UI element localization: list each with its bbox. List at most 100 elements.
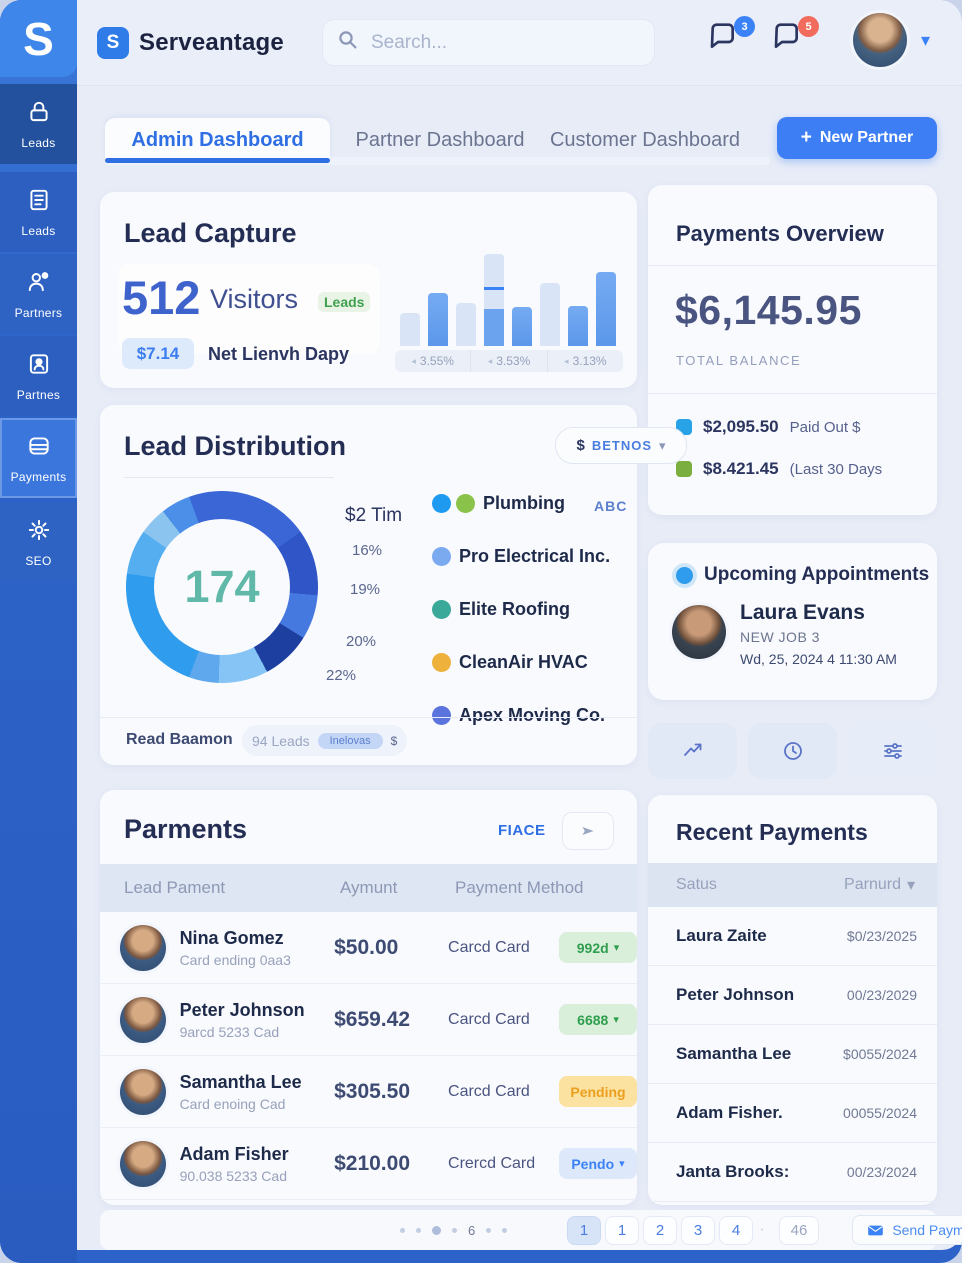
page-button[interactable]: 1 [605,1215,639,1245]
list-item[interactable]: Peter Johnson 00/23/2029 [648,966,937,1025]
legend-item-plumbing[interactable]: Plumbing [432,493,565,514]
table-row[interactable]: Adam Fisher 90.038 5233 Cad $210.00 Crerc… [100,1128,637,1200]
table-row[interactable]: Peter Johnson 9arcd 5233 Cad $659.42 Carc… [100,984,637,1056]
row-avatar [120,924,166,971]
legend-item-cleanair-hvac[interactable]: CleanAir HVAC [432,652,588,673]
sidebar-item-payments[interactable]: Payments [0,418,77,498]
trending-action-button[interactable] [648,723,737,779]
users-icon [26,269,52,300]
rate-label: Net Lienvh Dapy [208,344,350,364]
table-row[interactable]: Nina Gomez Card ending 0aa3 $50.00 Carcd … [100,912,637,984]
divider [100,717,637,718]
sidebar-item-seo[interactable]: SEO [0,502,77,582]
chevron-down-icon[interactable]: ▾ [921,30,931,50]
page-button[interactable]: 3 [681,1215,715,1245]
plus-icon: + [800,127,812,148]
legend-dot-icon [432,653,451,672]
new-partner-button[interactable]: + New Partner [777,117,937,159]
card-last4-pill[interactable]: 6688 ▾ [559,1004,637,1035]
envelope-icon [868,1225,884,1235]
chat-bubble-icon [774,23,798,48]
sidebar-item-partners-2[interactable]: Partnes [0,336,77,416]
card-title: Payments Overview [676,221,884,246]
sidebar-item-partners-1[interactable]: Partners [0,254,77,334]
payments-overview-card: Payments Overview $6,145.95 TOTAL BALANC… [648,185,937,515]
row-avatar [120,1140,166,1187]
appointment-avatar [672,605,726,659]
user-avatar[interactable] [853,13,907,67]
pagination-pages: 1 1 2 3 4 · 46 [567,1215,819,1245]
sidebar-item-label: Leads [21,135,56,150]
pagination-ellipsis: · [759,1221,765,1238]
table-header-row: Lead Pament Aymunt Payment Method [100,864,637,912]
table-action-link[interactable]: FIACE [498,822,546,839]
trending-up-icon [683,743,701,756]
lead-distribution-card: Lead Distribution $ BETNOS ▾ 174 $2 Tim … [100,405,687,765]
wallet-icon [26,433,52,464]
pagination-dots: 6 [400,1223,508,1238]
total-balance-amount: $6,145.95 [675,287,862,333]
visitors-bar-chart [400,254,618,346]
app-logo[interactable]: S [0,0,77,77]
footer-label: Read Baamon [126,731,233,748]
notifications-alerts-button[interactable]: 5 [769,16,819,66]
send-payment-button[interactable]: Send Payment ▾ [852,1215,962,1245]
legend-square-green [676,461,692,477]
paid-out-row: $2,095.50 Paid Out $ [676,417,861,437]
status-pill[interactable]: Pendo ▾ [559,1148,637,1179]
page-button[interactable]: 2 [643,1215,677,1245]
search-bar[interactable] [322,19,655,66]
clock-action-button[interactable] [748,723,837,779]
table-export-button[interactable] [562,812,614,850]
chevron-down-icon: ▾ [658,437,666,453]
list-item[interactable]: Janta Brooks: 00/23/2024 [648,1143,937,1202]
tabbar-track [105,157,770,165]
last-30-days-row: $8.421.45 (Last 30 Days [676,459,882,479]
legend-dot-icon [432,706,451,725]
page-button[interactable]: 4 [719,1215,753,1245]
chat-bubble-icon [710,23,734,48]
card-title: Parments [124,814,248,844]
sortable-column[interactable]: Parnurd ▾ [844,876,915,894]
card-title: Lead Distribution [124,431,346,461]
leads-count-pill[interactable]: 94 Leads Inelovas $ [242,725,408,756]
list-item[interactable]: Laura Zaite $0/23/2025 [648,907,937,966]
card-last4-pill[interactable]: 992d ▾ [559,932,637,963]
distribution-filter-dropdown[interactable]: $ BETNOS ▾ [555,427,687,464]
sidebar-item-leads-1[interactable]: Leads [0,84,77,164]
recent-payments-card: Recent Payments Satus Parnurd ▾ Laura Zai… [648,795,937,1205]
notification-badge: 3 [734,16,755,37]
list-item[interactable]: Samantha Lee $0055/2024 [648,1025,937,1084]
search-input[interactable] [371,31,621,54]
donut-pct-label: 19% [350,581,381,598]
sidebar-item-label: Payments [10,469,67,484]
sidebar-item-label: Partnes [16,387,61,402]
list-item[interactable]: Adam Fisher. 00055/2024 [648,1084,937,1143]
last-page-button[interactable]: 46 [779,1215,819,1245]
sidebar-item-leads-2[interactable]: Leads [0,172,77,252]
legend-item-pro-electrical[interactable]: Pro Electrical Inc. [432,546,610,567]
page-button[interactable]: 1 [567,1215,601,1245]
search-icon [337,29,359,56]
notifications-messages-button[interactable]: 3 [705,16,755,66]
tab-admin-dashboard[interactable]: Admin Dashboard [105,118,330,162]
card-title: Upcoming Appointments [704,564,930,585]
donut-pct-label: 22% [326,667,357,684]
upcoming-appointments-card: Upcoming Appointments Laura Evans NEW JO… [648,543,937,700]
clock-icon [783,742,802,760]
card-title: Recent Payments [676,819,868,845]
lead-distribution-donut [126,491,318,683]
logo-letter: S [23,12,54,65]
notification-badge: 5 [798,16,819,37]
tab-customer-dashboard[interactable]: Customer Dashboard [549,128,741,151]
tab-partner-dashboard[interactable]: Partner Dashboard [355,128,525,151]
legend-dot-icon [432,547,451,566]
top-header: S Serveantage 3 5 ▾ [77,0,962,86]
filters-action-button[interactable] [848,723,937,779]
legend-item-apex-moving[interactable]: Apex Moving Co. [432,705,605,726]
table-row[interactable]: Samantha Lee Card enoing Cad $305.50 Carc… [100,1056,637,1128]
legend-item-elite-roofing[interactable]: Elite Roofing [432,599,570,620]
status-pill[interactable]: Pending▾ [559,1076,637,1107]
chevron-down-icon: ▾ [906,877,915,894]
chevron-down-icon: ▾ [613,942,620,954]
